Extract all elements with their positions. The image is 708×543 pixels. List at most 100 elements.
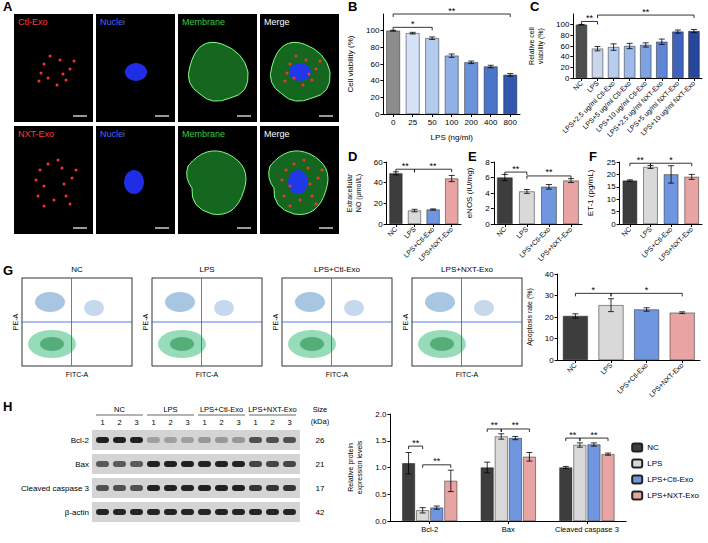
svg-text:LPS+2.5 ug/ml NXT-Exo: LPS+2.5 ug/ml NXT-Exo	[606, 79, 665, 138]
svg-text:50: 50	[428, 118, 437, 127]
svg-text:**: **	[430, 161, 438, 171]
svg-text:viability (%): viability (%)	[537, 28, 545, 64]
svg-text:*: *	[411, 19, 415, 29]
svg-text:Membrane: Membrane	[182, 129, 225, 139]
svg-text:*: *	[669, 155, 673, 165]
svg-text:LPS+NXT-Exo: LPS+NXT-Exo	[248, 405, 297, 414]
svg-text:LPS+NXT-Exo: LPS+NXT-Exo	[417, 225, 454, 262]
svg-text:LPS+Ctl-Exo: LPS+Ctl-Exo	[647, 475, 694, 484]
svg-text:6: 6	[485, 173, 490, 182]
svg-text:0.5: 0.5	[375, 490, 387, 499]
svg-text:**: **	[586, 13, 594, 23]
svg-text:15: 15	[607, 182, 616, 191]
svg-text:Ctl-Exo: Ctl-Exo	[18, 17, 48, 27]
svg-text:FITC-A: FITC-A	[456, 371, 479, 378]
svg-text:42: 42	[316, 508, 325, 517]
svg-text:2: 2	[168, 418, 172, 427]
svg-text:26: 26	[316, 436, 325, 445]
svg-text:LPS: LPS	[199, 265, 214, 274]
svg-text:80: 80	[560, 31, 569, 40]
svg-text:ET-1 (pg/mL): ET-1 (pg/mL)	[587, 169, 595, 216]
svg-text:20: 20	[370, 93, 379, 102]
svg-text:Extracellular: Extracellular	[346, 173, 353, 212]
svg-text:FITC-A: FITC-A	[196, 371, 219, 378]
svg-text:LPS+NXT-Exo: LPS+NXT-Exo	[537, 225, 574, 262]
svg-text:0: 0	[611, 220, 616, 229]
svg-text:NXT-Exo: NXT-Exo	[18, 129, 54, 139]
svg-text:*: *	[645, 285, 649, 295]
svg-text:**: **	[433, 456, 441, 466]
svg-text:1.5: 1.5	[375, 436, 387, 445]
svg-text:LPS+NXT-Exo: LPS+NXT-Exo	[657, 225, 694, 262]
svg-text:Bax: Bax	[502, 525, 515, 534]
svg-text:800: 800	[504, 118, 518, 127]
svg-text:80: 80	[370, 43, 379, 52]
svg-text:**: **	[491, 420, 499, 430]
svg-text:NC: NC	[114, 405, 125, 414]
svg-text:3: 3	[287, 418, 291, 427]
svg-text:Bax: Bax	[75, 460, 89, 469]
svg-text:NC: NC	[71, 265, 83, 274]
svg-text:60: 60	[374, 158, 383, 167]
svg-text:*: *	[591, 285, 595, 295]
svg-text:NC: NC	[386, 226, 398, 238]
svg-text:17: 17	[316, 484, 325, 493]
svg-text:40: 40	[370, 76, 379, 85]
svg-text:60: 60	[560, 42, 569, 51]
svg-text:100: 100	[556, 20, 570, 29]
svg-text:4: 4	[485, 189, 490, 198]
svg-text:Merge: Merge	[264, 17, 290, 27]
svg-text:FITC-A: FITC-A	[66, 371, 89, 378]
svg-text:LPS: LPS	[515, 225, 530, 240]
svg-text:1: 1	[253, 418, 257, 427]
svg-text:Apoptosis rate (%): Apoptosis rate (%)	[526, 288, 534, 346]
svg-text:0: 0	[391, 118, 396, 127]
svg-text:**: **	[448, 6, 456, 16]
svg-text:LPS+Ctl-Exo: LPS+Ctl-Exo	[616, 361, 649, 394]
svg-text:1: 1	[151, 418, 155, 427]
svg-text:2: 2	[485, 204, 490, 213]
svg-text:0: 0	[565, 74, 570, 83]
svg-text:**: **	[642, 7, 650, 17]
svg-text:**: **	[412, 438, 420, 448]
svg-text:60: 60	[370, 60, 379, 69]
svg-text:LPS: LPS	[639, 225, 654, 240]
svg-text:Size: Size	[313, 405, 328, 414]
svg-text:1: 1	[202, 418, 206, 427]
svg-text:Relative cell: Relative cell	[528, 27, 535, 65]
svg-text:30: 30	[545, 291, 554, 300]
svg-text:100: 100	[366, 26, 380, 35]
svg-text:100: 100	[445, 118, 459, 127]
svg-text:Bcl-2: Bcl-2	[421, 525, 438, 534]
svg-text:25: 25	[408, 118, 417, 127]
svg-text:Cell viability (%): Cell viability (%)	[346, 35, 355, 92]
svg-text:LPS+10 ug/ml NXT-Exo: LPS+10 ug/ml NXT-Exo	[639, 79, 697, 137]
svg-text:25: 25	[607, 158, 616, 167]
svg-text:NC: NC	[495, 226, 507, 238]
svg-text:3: 3	[134, 418, 138, 427]
svg-text:LPS (ng/ml): LPS (ng/ml)	[431, 133, 474, 142]
svg-text:Bcl-2: Bcl-2	[71, 436, 90, 445]
svg-text:3: 3	[185, 418, 189, 427]
svg-text:PE-A: PE-A	[272, 314, 279, 331]
svg-text:0: 0	[375, 110, 380, 119]
svg-text:LPS+NXT-Exo: LPS+NXT-Exo	[648, 361, 685, 398]
svg-text:40: 40	[545, 270, 554, 279]
svg-text:2: 2	[270, 418, 274, 427]
svg-text:2: 2	[219, 418, 223, 427]
svg-text:0.0: 0.0	[375, 517, 387, 526]
svg-text:21: 21	[316, 460, 325, 469]
svg-text:Cleaved caspase 3: Cleaved caspase 3	[555, 525, 619, 534]
svg-text:**: **	[545, 167, 553, 177]
svg-text:20: 20	[560, 63, 569, 72]
svg-text:PE-A: PE-A	[12, 314, 19, 331]
svg-text:400: 400	[484, 118, 498, 127]
svg-text:1.0: 1.0	[375, 463, 387, 472]
svg-text:20: 20	[374, 199, 383, 208]
svg-text:**: **	[569, 430, 577, 440]
svg-text:FITC-A: FITC-A	[326, 371, 349, 378]
svg-text:1: 1	[100, 418, 104, 427]
svg-text:NC: NC	[566, 362, 578, 374]
svg-text:5: 5	[611, 207, 616, 216]
svg-text:LPS: LPS	[403, 225, 418, 240]
